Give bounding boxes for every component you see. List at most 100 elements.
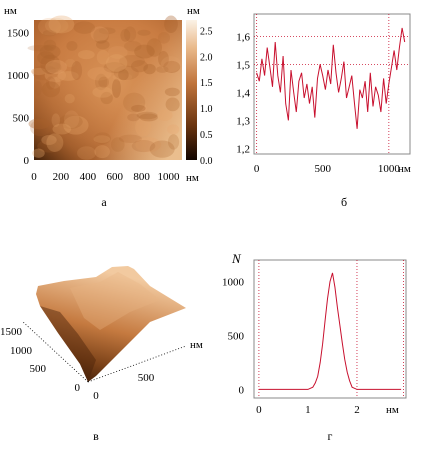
height-map-texture-blob [164,15,178,34]
panel-g-dotted-lines [258,260,404,398]
height-map-texture-blob [134,44,155,59]
panel-g: N 0 500 1000 0 1 2 нм г [222,251,407,443]
panel-a-x-tick-label: 600 [106,171,123,183]
colorbar-tick-label: 0.0 [200,156,213,167]
height-map-texture-blob [96,49,110,65]
panel-a-y-unit-label: нм [4,5,17,17]
height-map-texture-blob [39,44,61,59]
height-map-texture-blob [66,41,78,51]
height-map-texture-blob [31,67,47,76]
surface-3d-highlight [70,272,160,330]
height-map-texture-blob [93,28,109,44]
panel-b-y-tick-label: 1,5 [236,59,250,71]
height-map-texture-blob [30,119,51,137]
panel-a-y-tick-label: 0 [24,155,30,167]
height-map-texture-blob [123,26,137,42]
height-map-texture-blob [41,135,57,146]
height-map-texture-blob [27,45,54,52]
height-map-texture-blob [112,73,133,81]
panel-v-x-tick-label: 0 [93,390,99,402]
height-map-texture-blob [40,54,61,75]
panel-b-dotted-lines [254,14,410,154]
panel-a: нм 0 500 1000 1500 0 200 400 600 800 1000 нм 0.0… [4,5,213,209]
height-map-texture-blob [32,65,59,81]
colorbar-tick-label: 2.5 [200,26,213,37]
height-map-texture-blob [100,91,113,105]
panel-a-y-ticks: 0 500 1000 1500 [7,28,30,167]
height-map-texture-blob [165,97,180,112]
height-map-texture-blob [158,50,169,67]
height-map-texture-blob [139,113,158,122]
height-map-texture-blob [41,81,61,98]
panel-v-x-tick-label: 500 [138,372,155,384]
panel-b-x-tick-label: 500 [314,163,331,175]
panel-a-colorbar-unit-label: нм [187,5,200,17]
height-map-texture-blob [136,111,158,120]
height-map-texture-blob [138,103,147,114]
height-map-texture-blob [103,62,126,74]
height-map-texture-blob [51,113,61,127]
panel-b-x-ticks: 0 500 1000 [254,163,400,175]
panel-b: 1,2 1,3 1,4 1,5 1,6 0 500 1000 нм б [236,13,411,209]
height-map-texture-blob [156,66,169,73]
height-map-texture-blob [123,92,146,113]
panel-a-x-tick-label: 0 [31,171,37,183]
panel-g-x-tick-label: 1 [305,404,311,416]
panel-a-label: а [101,195,107,209]
panel-b-frame [253,13,411,155]
height-map-texture-blob [143,63,156,75]
panel-a-x-tick-label: 400 [80,171,97,183]
height-map-texture-blob [52,123,72,135]
panel-a-y-tick-label: 1000 [7,70,30,82]
height-map-texture-blob [131,104,146,112]
colorbar-tick-label: 0.5 [200,130,213,141]
height-map-texture-blob [135,118,152,137]
height-map-texture-blob [158,32,171,44]
height-map-texture-blob [127,113,140,122]
panel-a-colorbar-bottom-unit-label: нм [186,172,199,184]
panel-g-x-tick-label: 2 [354,404,360,416]
height-map-texture-blob [124,41,142,52]
height-map-texture-blob [45,66,56,75]
height-map-texture-blob [96,39,110,50]
panel-v-label: в [93,429,99,443]
panel-b-y-tick-label: 1,3 [236,115,250,127]
height-map-texture-blob [120,29,131,42]
colorbar-ticks: 0.0 0.5 1.0 1.5 2.0 2.5 [200,26,213,167]
height-map-texture-blob [167,134,180,150]
colorbar-tick-label: 2.0 [200,52,213,63]
panel-b-x-unit-label: нм [398,163,411,175]
height-map-light-edge [34,20,182,160]
height-map-texture-blob [160,56,181,73]
height-map-texture-blob [42,29,57,37]
height-map-texture-blob [131,139,156,153]
height-map-texture-blob [93,132,111,145]
height-map-texture-blob [135,137,162,153]
panel-g-y-tick-label: 1000 [222,277,245,289]
height-map-texture-blob [119,54,145,68]
panel-a-x-tick-label: 1000 [158,171,181,183]
height-map-texture-blob [48,15,75,34]
panel-b-y-tick-label: 1,2 [236,143,250,155]
height-map-texture-blob [105,54,128,72]
panel-v-y-tick-label: 500 [30,363,47,375]
colorbar [186,20,197,160]
height-map-texture-blob [111,137,125,152]
height-map-texture-blob [28,118,50,130]
height-map-texture-blob [37,17,61,36]
panel-v-y-tick-label: 0 [75,382,81,394]
height-map-texture-blob [94,73,108,91]
panel-v-y-tick-label: 1000 [10,345,33,357]
height-map-texture-blob [113,65,139,81]
panel-g-y-tick-label: 500 [228,330,245,342]
panel-v-x-ticks: 0 500 [93,372,155,402]
height-map-texture-blob [43,39,57,52]
height-map-texture-blob [107,45,128,59]
panel-b-label: б [341,195,347,209]
height-map-texture-blob [57,71,79,81]
height-map-texture-blob [46,133,64,153]
surface-3d-shadow [40,306,96,382]
height-map-texture-blob [157,109,173,121]
height-map-texture [27,15,181,160]
